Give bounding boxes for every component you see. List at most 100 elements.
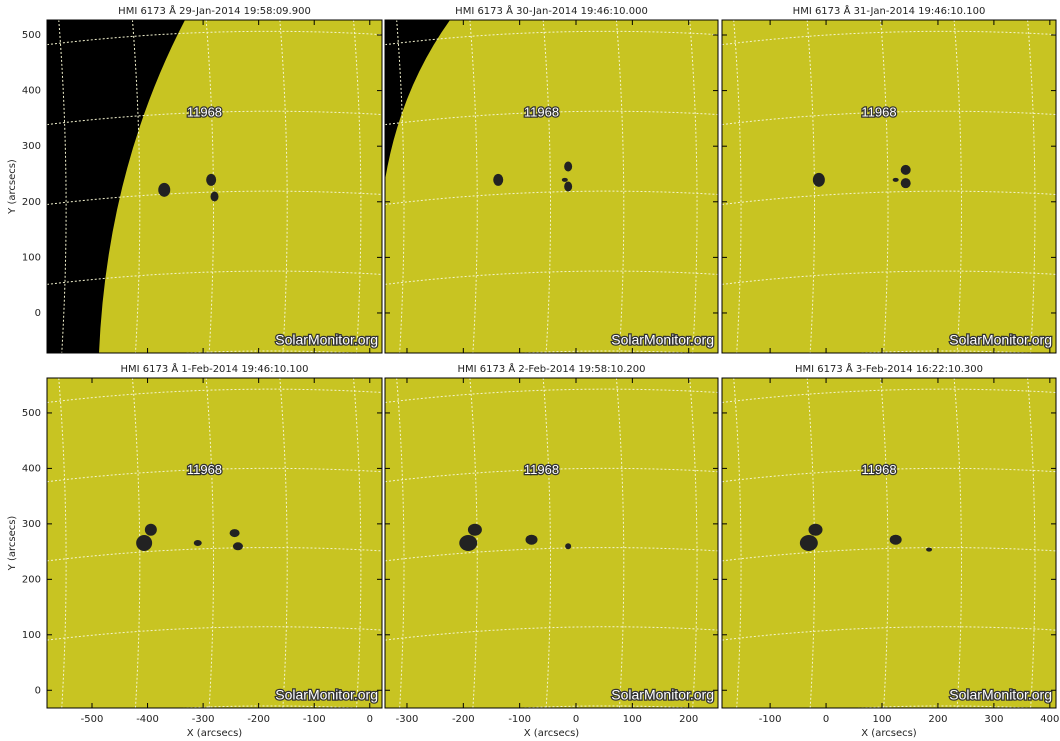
grid-line	[385, 270, 718, 285]
grid-line	[58, 378, 67, 708]
sunspot	[136, 535, 153, 551]
grid-line	[689, 378, 698, 708]
grid-line	[385, 388, 718, 403]
x-tick-label: 0	[823, 714, 829, 725]
panel-title: HMI 6173 Å 2-Feb-2014 19:58:10.200	[457, 362, 645, 375]
sunspot	[900, 164, 911, 175]
panel-title: HMI 6173 Å 29-Jan-2014 19:58:09.900	[118, 4, 311, 17]
grid-line	[279, 20, 288, 353]
grid-line	[722, 190, 1056, 205]
grid-line	[173, 705, 368, 708]
y-tick-label: 500	[22, 30, 41, 41]
panel	[722, 378, 1056, 708]
grid-line	[385, 110, 718, 126]
x-tick-label: 0	[573, 714, 579, 725]
sunspot	[144, 523, 157, 536]
y-tick-label: 500	[22, 408, 41, 419]
region-label: 11968	[861, 105, 896, 120]
off-disk	[47, 20, 185, 353]
grid-line	[733, 20, 742, 353]
grid-line	[510, 705, 704, 708]
region-label: 11968	[861, 462, 896, 477]
solar-image	[722, 378, 1056, 708]
region-label: 11968	[524, 462, 559, 477]
frame	[46, 377, 383, 709]
watermark: SolarMonitor.org	[949, 687, 1052, 703]
grid-line	[1027, 20, 1036, 353]
grid-line	[385, 467, 718, 483]
frame	[721, 19, 1057, 354]
grid-line	[385, 626, 718, 641]
sunspot	[564, 161, 573, 172]
watermark: SolarMonitor.org	[275, 332, 378, 348]
sunspot	[565, 543, 572, 550]
grid-line	[806, 20, 816, 353]
grid-line	[205, 20, 214, 353]
panel	[385, 20, 718, 353]
x-tick-label: 0	[367, 714, 373, 725]
sunspot	[525, 534, 538, 545]
grid-line	[722, 626, 1056, 641]
sunspot	[206, 173, 217, 186]
x-tick-label: -500	[81, 714, 104, 725]
grid-line	[173, 350, 367, 353]
sunspot	[232, 542, 243, 551]
sunspot	[467, 523, 482, 536]
grid-line	[385, 190, 718, 205]
grid-line	[469, 20, 478, 353]
panel	[47, 20, 382, 353]
grid-line	[953, 378, 962, 708]
off-disk	[385, 20, 450, 180]
grid-line	[353, 378, 362, 708]
grid-line	[47, 547, 382, 562]
panel	[722, 20, 1056, 353]
x-axis-label: X (arcsecs)	[861, 728, 917, 739]
grid-line	[615, 20, 625, 353]
grid-line	[722, 270, 1056, 285]
grid-line	[511, 350, 704, 353]
grid-line	[880, 378, 889, 708]
panel-title: HMI 6173 Å 3-Feb-2014 16:22:10.300	[795, 362, 983, 375]
grid-line	[953, 20, 962, 353]
sunspot	[229, 529, 240, 538]
x-tick-label: -100	[303, 714, 326, 725]
sunspot	[210, 191, 219, 202]
x-tick-label: 400	[1040, 714, 1059, 725]
grid-line	[733, 378, 742, 708]
sunspot	[193, 540, 202, 546]
grid-line	[47, 388, 382, 403]
x-tick-label: -100	[759, 714, 782, 725]
panel-title: HMI 6173 Å 30-Jan-2014 19:46:10.000	[455, 4, 648, 17]
grid-line	[58, 20, 67, 353]
x-axis-label: X (arcsecs)	[187, 728, 243, 739]
panel-title: HMI 6173 Å 1-Feb-2014 19:46:10.100	[120, 362, 308, 375]
sunspot	[889, 534, 902, 545]
grid-line	[47, 626, 382, 641]
grid-line	[722, 467, 1056, 483]
frame	[46, 19, 383, 354]
y-axis-label: Y (arcsecs)	[7, 159, 18, 215]
y-tick-label: 0	[35, 685, 41, 696]
frame	[384, 19, 719, 354]
y-tick-label: 200	[22, 197, 41, 208]
grid-line	[47, 110, 382, 126]
sunspot	[799, 535, 818, 551]
grid-line	[385, 30, 718, 46]
x-tick-label: -100	[508, 714, 531, 725]
grid-line	[1027, 378, 1036, 708]
region-label: 11968	[187, 462, 222, 477]
grid-line	[353, 20, 362, 353]
panel	[385, 378, 718, 708]
sunspot	[564, 181, 573, 192]
grid-line	[880, 20, 889, 353]
y-tick-label: 300	[22, 519, 41, 530]
grid-line	[385, 547, 718, 562]
x-tick-label: 100	[872, 714, 891, 725]
solar-image	[385, 378, 718, 708]
y-axis-label: Y (arcsecs)	[7, 516, 18, 572]
panel-title: HMI 6173 Å 31-Jan-2014 19:46:10.100	[793, 4, 986, 17]
grid-line	[722, 110, 1056, 126]
y-tick-label: 100	[22, 630, 41, 641]
x-tick-label: -300	[192, 714, 215, 725]
sunspot	[926, 547, 933, 552]
